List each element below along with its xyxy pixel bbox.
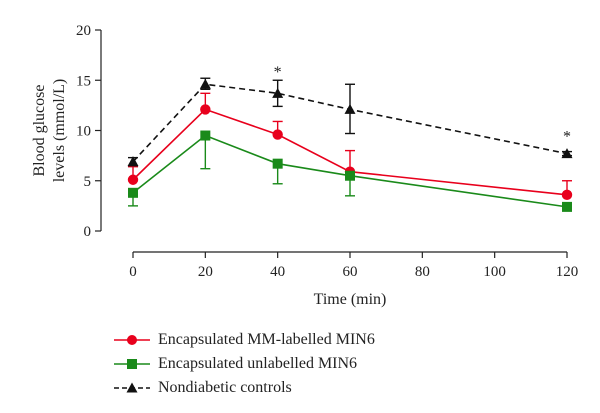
- y-tick-label: 0: [84, 224, 92, 240]
- data-point-triangle: [272, 87, 284, 98]
- y-axis-title-line2: levels (mmol/L): [51, 79, 68, 183]
- data-point-circle: [127, 174, 139, 185]
- legend: Encapsulated MM-labelled MIN6 Encapsulat…: [112, 328, 375, 400]
- legend-marker-green-square-icon: [114, 359, 150, 369]
- legend-marker-red-circle-icon: [114, 335, 150, 345]
- y-axis-title-line1: Blood glucose: [31, 85, 48, 177]
- legend-item-unlabelled: Encapsulated unlabelled MIN6: [112, 352, 375, 376]
- data-point-square: [200, 130, 211, 141]
- y-tick-label: 15: [76, 73, 91, 89]
- x-tick-label: 40: [270, 264, 285, 280]
- data-point-circle: [272, 129, 283, 140]
- legend-label-mm-labelled: Encapsulated MM-labelled MIN6: [158, 331, 375, 348]
- x-tick-label: 60: [343, 264, 358, 280]
- y-tick-label: 5: [84, 174, 92, 190]
- x-tick-label: 0: [129, 264, 137, 280]
- y-tick-label: 10: [76, 124, 91, 140]
- data-point-square: [562, 201, 572, 212]
- x-tick-label: 120: [556, 264, 579, 280]
- data-point-circle: [561, 189, 573, 201]
- legend-label-unlabelled: Encapsulated unlabelled MIN6: [158, 355, 358, 372]
- data-point-triangle: [344, 103, 356, 114]
- x-tick-label: 100: [483, 264, 506, 280]
- x-axis-title: Time (min): [314, 291, 387, 308]
- data-point-circle: [200, 104, 211, 115]
- y-tick-label: 20: [76, 23, 91, 39]
- legend-item-controls: Nondiabetic controls: [112, 376, 375, 400]
- x-tick-label: 20: [198, 264, 213, 280]
- legend-marker-black-triangle-icon: [114, 382, 150, 393]
- significance-asterisk: *: [563, 129, 571, 146]
- legend-label-controls: Nondiabetic controls: [158, 379, 292, 396]
- x-tick-label: 80: [415, 264, 430, 280]
- significance-asterisk: *: [274, 64, 282, 81]
- data-point-triangle: [199, 78, 211, 89]
- data-point-square: [345, 170, 355, 181]
- legend-item-mm-labelled: Encapsulated MM-labelled MIN6: [112, 328, 375, 352]
- data-point-square: [128, 187, 138, 198]
- data-point-triangle: [127, 156, 139, 167]
- data-point-triangle: [561, 148, 573, 159]
- series-line-2: [132, 83, 568, 163]
- data-point-square: [272, 158, 283, 169]
